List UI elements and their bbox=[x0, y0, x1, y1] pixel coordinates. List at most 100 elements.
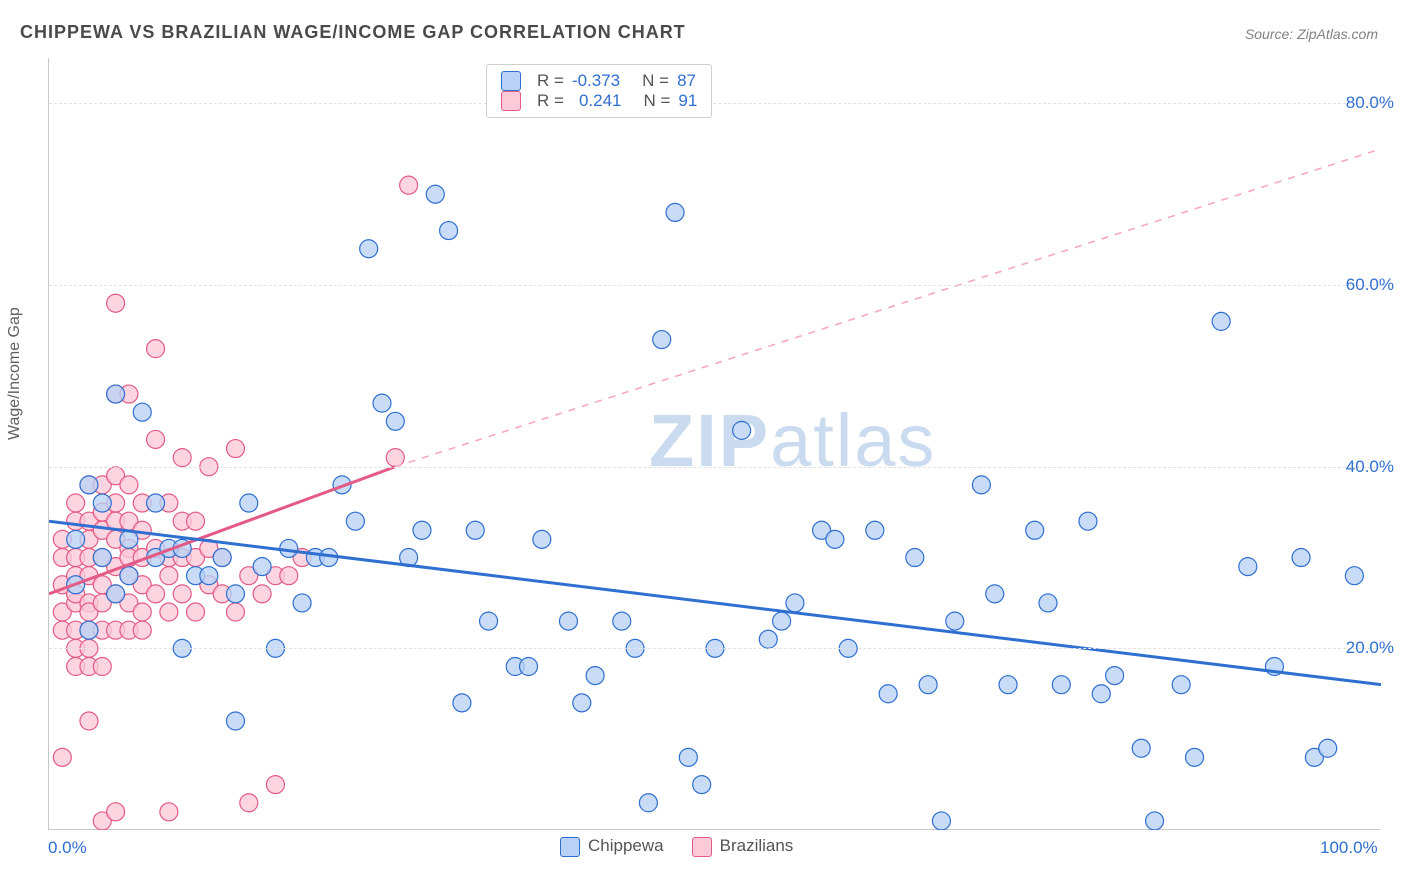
marker-brazilians bbox=[107, 803, 125, 821]
marker-chippewa bbox=[360, 240, 378, 258]
marker-brazilians bbox=[93, 658, 111, 676]
marker-chippewa bbox=[666, 203, 684, 221]
y-tick-label: 60.0% bbox=[1346, 275, 1394, 295]
marker-chippewa bbox=[1079, 512, 1097, 530]
n-label: N = bbox=[643, 91, 670, 111]
n-value-chippewa: 87 bbox=[677, 71, 696, 91]
marker-chippewa bbox=[1092, 685, 1110, 703]
x-tick-label: 0.0% bbox=[48, 838, 87, 858]
marker-chippewa bbox=[226, 585, 244, 603]
marker-chippewa bbox=[93, 494, 111, 512]
marker-chippewa bbox=[147, 494, 165, 512]
marker-brazilians bbox=[187, 512, 205, 530]
marker-chippewa bbox=[346, 512, 364, 530]
r-value-chippewa: -0.373 bbox=[572, 71, 620, 91]
marker-chippewa bbox=[1132, 739, 1150, 757]
marker-brazilians bbox=[187, 603, 205, 621]
marker-brazilians bbox=[226, 603, 244, 621]
marker-chippewa bbox=[906, 549, 924, 567]
marker-chippewa bbox=[466, 521, 484, 539]
marker-chippewa bbox=[639, 794, 657, 812]
correlation-legend: R = -0.373 N = 87 R = 0.241 N = 91 bbox=[486, 64, 712, 118]
marker-chippewa bbox=[133, 403, 151, 421]
marker-chippewa bbox=[80, 621, 98, 639]
chart-svg bbox=[49, 58, 1381, 830]
chart-title: CHIPPEWA VS BRAZILIAN WAGE/INCOME GAP CO… bbox=[20, 22, 686, 43]
marker-chippewa bbox=[879, 685, 897, 703]
y-tick-label: 80.0% bbox=[1346, 93, 1394, 113]
marker-chippewa bbox=[1239, 558, 1257, 576]
marker-brazilians bbox=[400, 176, 418, 194]
marker-brazilians bbox=[147, 340, 165, 358]
marker-brazilians bbox=[160, 803, 178, 821]
marker-brazilians bbox=[147, 585, 165, 603]
plot-area: ZIPatlas bbox=[48, 58, 1380, 830]
marker-chippewa bbox=[573, 694, 591, 712]
marker-chippewa bbox=[1146, 812, 1164, 830]
swatch-icon bbox=[501, 91, 521, 111]
marker-chippewa bbox=[679, 748, 697, 766]
y-tick-label: 40.0% bbox=[1346, 457, 1394, 477]
r-label: R = bbox=[537, 71, 564, 91]
marker-chippewa bbox=[520, 658, 538, 676]
legend-label: Brazilians bbox=[720, 836, 794, 855]
marker-chippewa bbox=[586, 667, 604, 685]
marker-brazilians bbox=[266, 776, 284, 794]
marker-chippewa bbox=[932, 812, 950, 830]
marker-chippewa bbox=[1186, 748, 1204, 766]
marker-chippewa bbox=[80, 476, 98, 494]
marker-brazilians bbox=[107, 294, 125, 312]
y-axis-label: Wage/Income Gap bbox=[6, 307, 24, 440]
marker-chippewa bbox=[1026, 521, 1044, 539]
marker-brazilians bbox=[160, 567, 178, 585]
marker-chippewa bbox=[1319, 739, 1337, 757]
marker-chippewa bbox=[1052, 676, 1070, 694]
marker-chippewa bbox=[1212, 312, 1230, 330]
marker-brazilians bbox=[53, 748, 71, 766]
marker-brazilians bbox=[253, 585, 271, 603]
source-label: Source: ZipAtlas.com bbox=[1245, 26, 1378, 42]
n-value-brazilians: 91 bbox=[678, 91, 697, 111]
marker-chippewa bbox=[972, 476, 990, 494]
marker-chippewa bbox=[120, 567, 138, 585]
marker-chippewa bbox=[293, 594, 311, 612]
trend-brazilians-dashed bbox=[395, 149, 1381, 467]
marker-brazilians bbox=[160, 603, 178, 621]
marker-brazilians bbox=[240, 794, 258, 812]
marker-chippewa bbox=[1345, 567, 1363, 585]
marker-chippewa bbox=[107, 585, 125, 603]
swatch-icon bbox=[560, 837, 580, 857]
marker-chippewa bbox=[1172, 676, 1190, 694]
n-label: N = bbox=[642, 71, 669, 91]
marker-chippewa bbox=[93, 549, 111, 567]
marker-chippewa bbox=[986, 585, 1004, 603]
marker-chippewa bbox=[413, 521, 431, 539]
legend-label: Chippewa bbox=[588, 836, 664, 855]
gridline bbox=[49, 648, 1381, 649]
marker-brazilians bbox=[173, 585, 191, 603]
marker-chippewa bbox=[200, 567, 218, 585]
r-value-brazilians: 0.241 bbox=[579, 91, 622, 111]
marker-chippewa bbox=[786, 594, 804, 612]
marker-chippewa bbox=[733, 421, 751, 439]
y-tick-label: 20.0% bbox=[1346, 638, 1394, 658]
marker-chippewa bbox=[226, 712, 244, 730]
marker-brazilians bbox=[280, 567, 298, 585]
marker-chippewa bbox=[386, 412, 404, 430]
marker-chippewa bbox=[1106, 667, 1124, 685]
marker-chippewa bbox=[107, 385, 125, 403]
marker-chippewa bbox=[373, 394, 391, 412]
marker-chippewa bbox=[773, 612, 791, 630]
marker-brazilians bbox=[147, 430, 165, 448]
r-label: R = bbox=[537, 91, 564, 111]
marker-chippewa bbox=[453, 694, 471, 712]
gridline bbox=[49, 285, 1381, 286]
marker-chippewa bbox=[653, 331, 671, 349]
swatch-icon bbox=[692, 837, 712, 857]
marker-chippewa bbox=[1292, 549, 1310, 567]
marker-chippewa bbox=[213, 549, 231, 567]
swatch-icon bbox=[501, 71, 521, 91]
marker-chippewa bbox=[480, 612, 498, 630]
marker-chippewa bbox=[693, 776, 711, 794]
marker-brazilians bbox=[173, 449, 191, 467]
